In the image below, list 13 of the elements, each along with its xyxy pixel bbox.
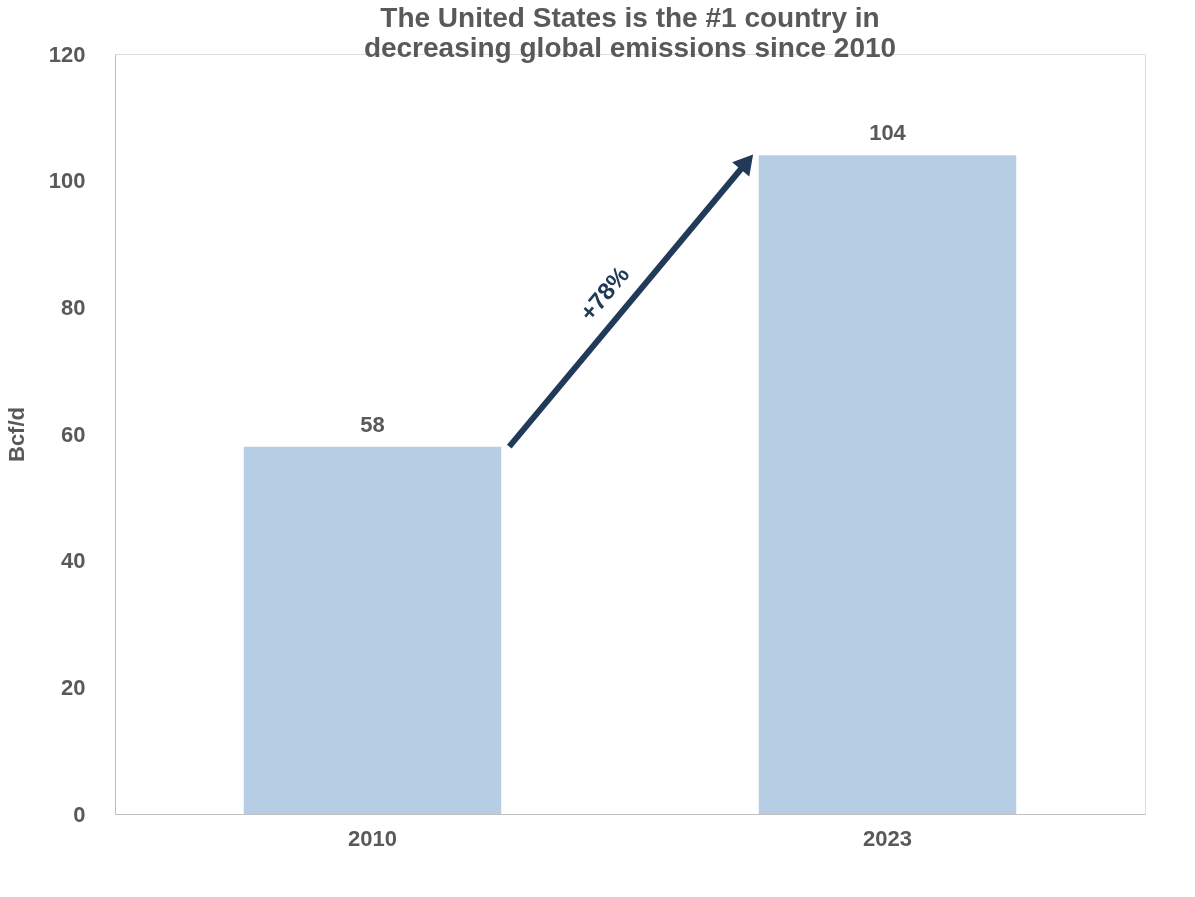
x-tick-label: 2023	[863, 825, 912, 851]
chart-title: The United States is the #1 country in decreasing global emissions since 2010	[363, 2, 897, 63]
data-label: 104	[869, 120, 907, 146]
y-tick-label: 40	[61, 548, 86, 574]
y-axis-title: Bcf/d	[3, 407, 29, 462]
x-tick-label: 2010	[348, 825, 397, 851]
y-tick-label: 100	[48, 168, 86, 194]
y-tick-label: 80	[61, 294, 86, 320]
y-tick-label: 0	[73, 801, 86, 827]
y-tick-label: 20	[61, 674, 86, 700]
y-tick-label: 60	[61, 421, 86, 447]
y-tick-label: 120	[48, 41, 86, 67]
data-label: 58	[360, 411, 385, 437]
